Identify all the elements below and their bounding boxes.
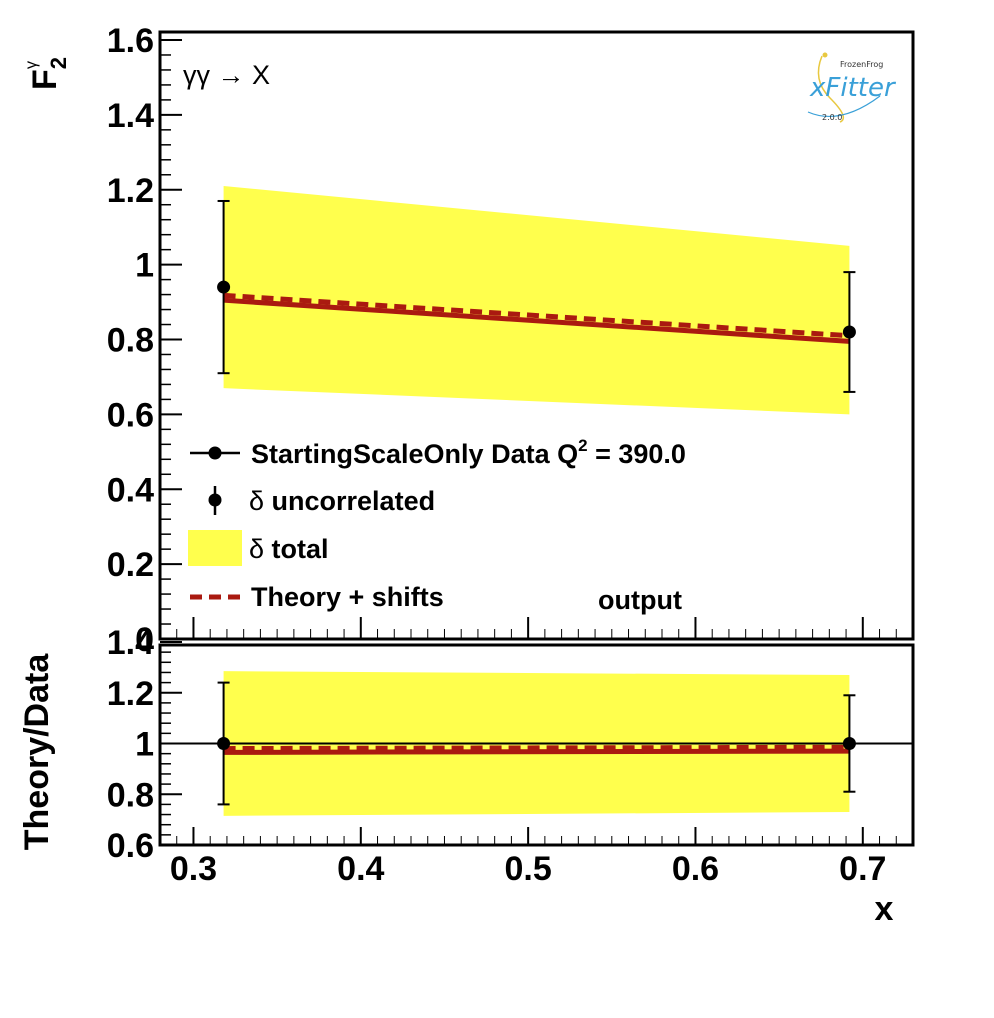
- legend-entry-data: StartingScaleOnly Data Q2 = 390.0: [251, 436, 686, 469]
- ratio-frame: [158, 643, 915, 847]
- ratio-theory-line: [223, 748, 850, 755]
- main-theory-line: [223, 297, 850, 344]
- logo-dot: [822, 52, 828, 58]
- ratio-xtick-label-3: 0.6: [672, 850, 719, 888]
- legend-marker-point: [208, 446, 222, 460]
- main-total-band: [223, 186, 850, 415]
- process-label: γγ → X: [183, 60, 270, 90]
- main-ytick-label-8: 1.6: [107, 22, 154, 60]
- main-ytick-label-2: 0.4: [107, 471, 154, 509]
- ratio-data-point-0: [217, 737, 231, 750]
- main-ytick-label-3: 0.6: [107, 396, 154, 434]
- ratio-panel: 0.6 0.8 1 1.2 1.4 0.3 0.4 0.5 0.6 0.7 Theory/Data x: [18, 624, 915, 928]
- ratio-theory-shifts-line: [223, 744, 850, 752]
- output-annotation: output: [598, 585, 682, 615]
- main-data-point-1: [842, 325, 856, 339]
- ratio-xtick-label-1: 0.4: [337, 850, 384, 888]
- legend-entry-uncorrelated: δ uncorrelated: [249, 486, 435, 516]
- ratio-data-point-1: [842, 737, 856, 750]
- ratio-ytick-label-2: 1: [135, 726, 154, 764]
- main-ytick-label-5: 1: [135, 247, 154, 285]
- main-theory-shifts-line: [223, 292, 850, 339]
- ratio-ytick-label-1: 0.8: [107, 776, 154, 814]
- logo-swirl-yellow: [817, 55, 845, 123]
- main-ylabel: F2γ: [23, 57, 71, 90]
- legend-marker-band: [188, 530, 242, 566]
- legend-entry-total: δ total: [249, 534, 329, 564]
- xfitter-logo: FrozenFrog xFitter 2.0.0: [807, 52, 897, 123]
- logo-main-text: xFitter: [809, 73, 897, 103]
- main-ytick-label-0: 0: [135, 621, 154, 659]
- main-frame: [158, 30, 915, 641]
- ratio-ylabel: Theory/Data: [18, 653, 56, 851]
- main-plot-area: [217, 186, 856, 415]
- main-ytick-label-1: 0.2: [107, 546, 154, 584]
- main-data-point-0: [217, 280, 231, 294]
- ratio-plot-area: [160, 671, 913, 816]
- ratio-ytick-label-4: 1.4: [107, 624, 154, 662]
- ratio-xlabel: x: [875, 890, 894, 928]
- main-panel: 0 0.2 0.4 0.6 0.8 1 1.2 1.4 1.6 F2γ γγ → X output: [23, 22, 915, 659]
- logo-version-text: 2.0.0: [822, 113, 842, 122]
- ratio-xtick-label-0: 0.3: [170, 850, 217, 888]
- main-ytick-label-6: 1.2: [107, 172, 154, 210]
- legend-entry-theory-shifts: Theory + shifts: [251, 582, 444, 612]
- legend-marker-errpoint: [208, 493, 222, 507]
- main-ytick-label-7: 1.4: [107, 97, 154, 135]
- legend: StartingScaleOnly Data Q2 = 390.0 δ uncor…: [188, 436, 686, 612]
- logo-top-text: FrozenFrog: [840, 60, 883, 69]
- ratio-ytick-label-3: 1.2: [107, 675, 154, 713]
- logo-swirl-blue: [807, 95, 881, 118]
- ratio-ytick-label-0: 0.6: [107, 827, 154, 865]
- main-ytick-label-4: 0.8: [107, 322, 154, 360]
- ratio-xtick-label-2: 0.5: [505, 850, 552, 888]
- ratio-xtick-label-4: 0.7: [839, 850, 886, 888]
